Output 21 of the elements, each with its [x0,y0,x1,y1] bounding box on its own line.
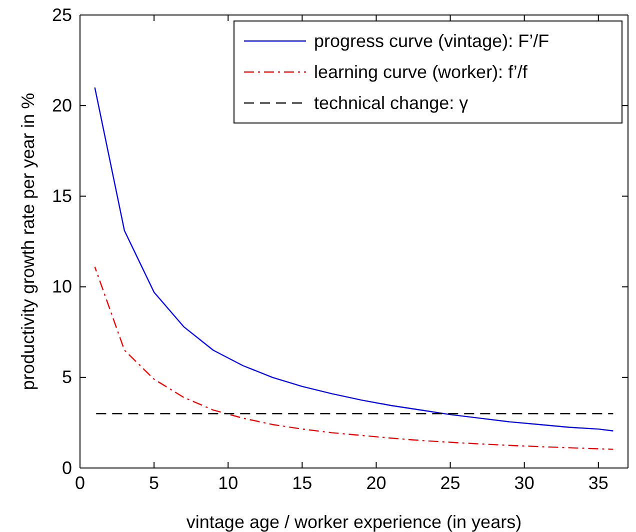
y-tick-label: 5 [62,367,72,388]
y-tick-label: 10 [52,276,72,297]
legend-label: learning curve (worker): f’/f [314,62,528,82]
legend-label: technical change: γ [314,93,468,113]
y-axis-title: productivity growth rate per year in % [18,92,38,390]
x-tick-label: 0 [74,472,86,493]
y-tick-label: 20 [52,95,72,116]
line-series [94,266,614,450]
x-tick-label: 30 [514,472,534,493]
y-tick-label: 15 [52,186,72,206]
x-tick-label: 35 [588,472,608,493]
x-tick-label: 25 [440,472,460,493]
x-tick-label: 15 [292,472,312,493]
legend-label: progress curve (vintage): F’/F [314,31,550,51]
y-tick-label: 25 [52,4,72,25]
x-tick-label: 5 [149,472,160,493]
y-tick-label: 0 [62,458,72,478]
line-series [94,86,614,432]
x-tick-label: 10 [218,472,238,493]
x-axis-title: vintage age / worker experience (in years) [186,512,522,532]
x-tick-label: 20 [366,472,386,493]
